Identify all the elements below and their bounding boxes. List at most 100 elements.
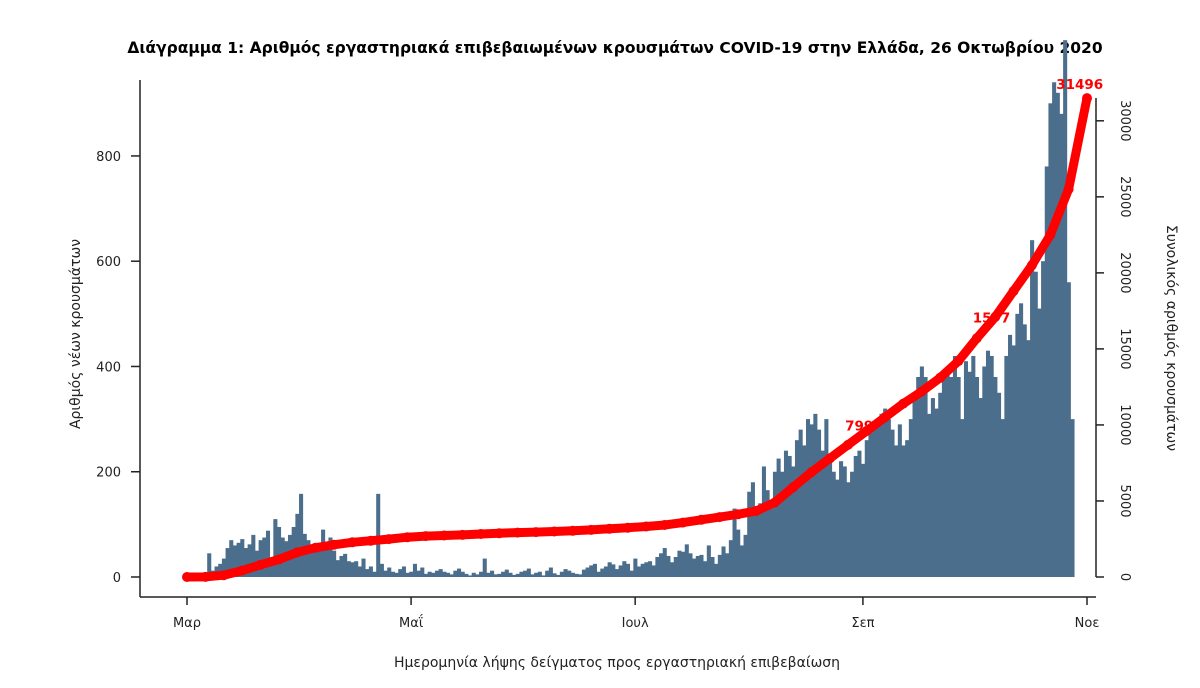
bar [1052,82,1057,577]
bar [824,419,829,577]
bar [758,503,763,577]
bar [537,571,542,577]
bar [905,440,910,577]
bar [923,377,928,577]
bar [769,508,774,577]
bar [842,466,847,577]
bar [956,377,961,577]
bar [262,537,267,577]
bar [673,557,678,577]
bar [618,565,623,577]
bar [570,572,575,577]
bar [445,572,451,577]
cumulative-point [806,467,817,478]
bar [317,546,322,577]
cumulative-point [953,356,964,367]
bar [563,569,568,577]
bar [706,545,711,577]
cumulative-point [733,509,743,520]
bar [941,371,946,577]
bar [802,445,807,577]
cumulative-point [586,524,597,535]
bar [1022,324,1027,577]
bar [894,445,899,577]
bar [1026,340,1031,577]
bar [883,408,888,577]
cumulative-point [659,520,670,530]
cumulative-point [420,531,431,542]
bar [365,569,370,577]
bar [982,366,987,577]
bar [1019,303,1024,577]
annotations: 31496 1577 799 [845,77,1103,434]
bar [335,560,340,577]
bar [670,562,675,577]
bar [739,545,744,577]
bar [394,572,399,577]
bar [886,419,891,577]
bar [813,413,818,577]
bar [930,398,935,577]
bar [607,562,612,577]
bar [1055,92,1060,577]
bar [464,573,469,577]
bar [963,361,969,577]
bar [908,419,913,577]
data-label: 31496 [1056,77,1103,93]
bar [743,534,748,577]
bar [468,575,473,577]
cumulative-point [512,527,523,538]
cumulative-point [237,565,248,576]
bar [692,558,697,577]
bar [805,419,811,577]
bar [431,572,436,577]
bar [299,493,304,577]
y2-tick-label: 25000 [1117,176,1132,217]
y2-tick-label: 30000 [1117,100,1132,141]
bar [648,561,653,577]
bar [475,574,480,577]
y-axis-label: Αριθμός νέων κρουσμάτων [68,239,84,429]
bar [508,572,513,577]
cumulative-point [255,559,266,570]
bar [390,571,395,577]
bar [427,571,432,577]
x-tick-label: Σεπ [851,616,874,631]
bar [1041,261,1046,577]
bar [1008,334,1013,577]
bar [240,539,245,577]
cumulative-point [494,528,505,539]
bar [839,461,844,577]
bar [1015,313,1020,577]
bar [567,570,572,577]
bar [897,424,902,577]
cumulative-point [751,505,762,516]
bar [677,550,682,577]
left-axis-ticks: 0 200 400 600 800 [96,150,140,586]
bar [875,419,880,577]
bar [714,563,719,577]
bar [1059,113,1064,577]
cumulative-point [347,537,358,548]
cumulative-point [935,372,946,383]
bar [453,570,458,577]
x-tick-label: Ιουλ [622,616,649,631]
bar [493,574,498,577]
bar [530,574,535,577]
x-tick-label: Μαΐ [399,615,424,631]
bar [482,558,487,577]
bar [890,429,895,577]
bar [603,566,609,577]
bar [574,573,579,577]
bar [423,573,429,577]
bar [383,570,388,577]
cumulative-point [457,529,468,540]
bar [592,563,597,577]
cumulative-line [182,93,1092,582]
bar [640,563,645,577]
bar [728,540,733,577]
bar [405,572,410,577]
bar [434,570,440,577]
bar [651,565,656,577]
bar [997,392,1002,577]
